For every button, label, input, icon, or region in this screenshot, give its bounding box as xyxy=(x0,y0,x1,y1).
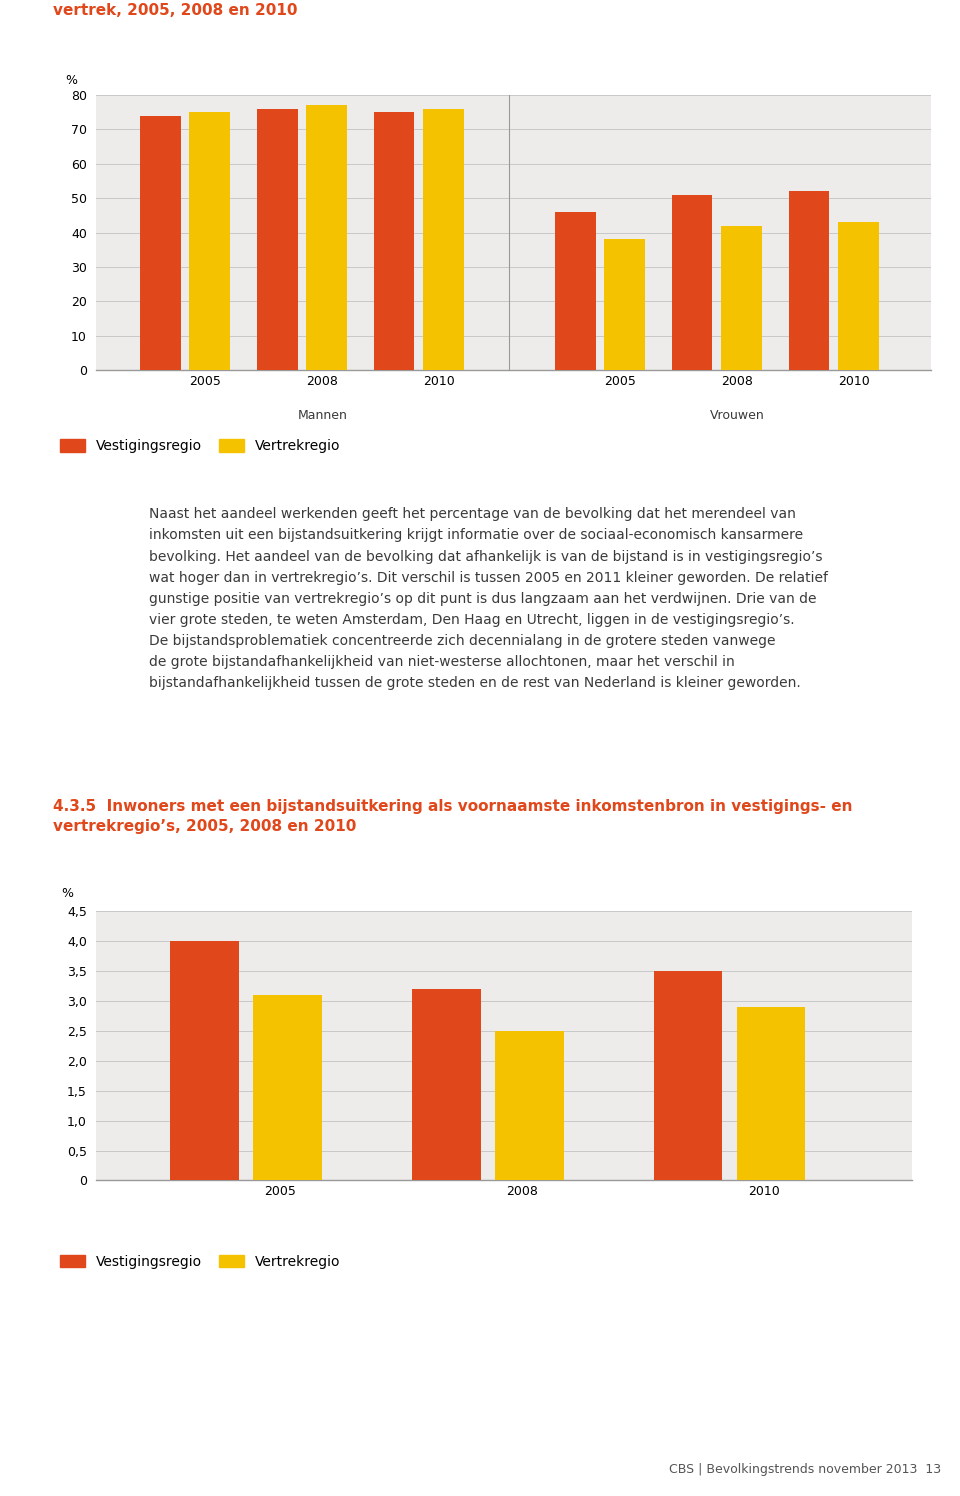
Bar xyxy=(788,191,829,370)
Legend: Vestigingsregio, Vertrekregio: Vestigingsregio, Vertrekregio xyxy=(60,440,340,453)
Y-axis label: %: % xyxy=(65,73,77,87)
Bar xyxy=(306,105,347,370)
Text: CBS | Bevolkingstrends november 2013  13: CBS | Bevolkingstrends november 2013 13 xyxy=(669,1463,941,1477)
Bar xyxy=(412,989,481,1180)
Text: Vrouwen: Vrouwen xyxy=(709,408,764,422)
Bar xyxy=(555,212,595,370)
Bar xyxy=(838,223,878,370)
Bar xyxy=(721,226,762,370)
Bar xyxy=(257,109,298,370)
Bar xyxy=(495,1031,564,1180)
Text: 4.3.4  Aandeel van de beroepsbevolking dat in deeltijd werkt, naar sekse en regi: 4.3.4 Aandeel van de beroepsbevolking da… xyxy=(53,0,900,18)
Y-axis label: %: % xyxy=(61,887,73,901)
Bar xyxy=(189,112,230,370)
Bar xyxy=(672,194,712,370)
Bar xyxy=(604,239,645,370)
Text: Mannen: Mannen xyxy=(298,408,348,422)
Bar xyxy=(654,971,723,1180)
Bar xyxy=(140,115,180,370)
Bar xyxy=(373,112,415,370)
Legend: Vestigingsregio, Vertrekregio: Vestigingsregio, Vertrekregio xyxy=(60,1255,340,1269)
Bar xyxy=(423,109,464,370)
Bar xyxy=(737,1007,805,1180)
Bar xyxy=(253,995,322,1180)
Text: Naast het aandeel werkenden geeft het percentage van de bevolking dat het merend: Naast het aandeel werkenden geeft het pe… xyxy=(149,507,828,691)
Bar xyxy=(170,941,239,1180)
Text: 4.3.5  Inwoners met een bijstandsuitkering als voornaamste inkomstenbron in vest: 4.3.5 Inwoners met een bijstandsuitkerin… xyxy=(53,799,852,833)
